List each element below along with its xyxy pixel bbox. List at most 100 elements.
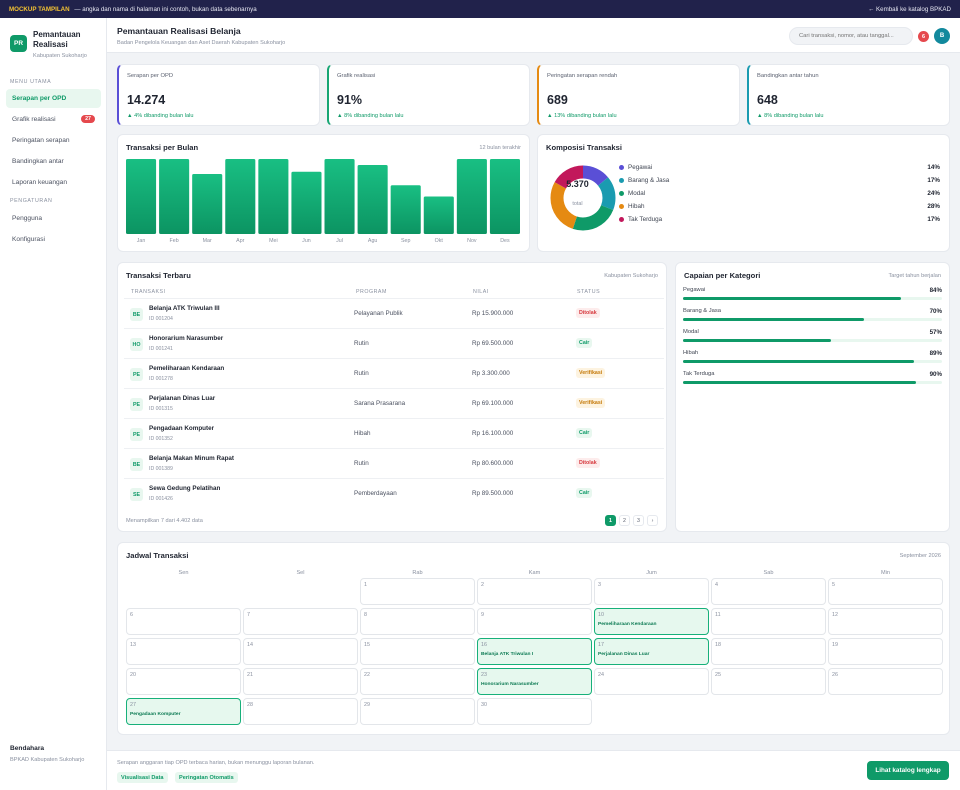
progress-fill: [683, 381, 917, 384]
brand-logo: PR: [10, 35, 27, 52]
calendar-day[interactable]: 29: [360, 698, 475, 725]
kpi-card-bandingkan[interactable]: Bandingkan antar tahun 648 ▲ 8% dibandin…: [747, 64, 950, 126]
page-button-2[interactable]: 2: [619, 515, 630, 526]
calendar-day[interactable]: 4: [711, 578, 826, 605]
page-button-1[interactable]: 1: [605, 515, 616, 526]
weekday-header: Jum: [646, 570, 657, 576]
calendar-day[interactable]: 30: [477, 698, 592, 725]
monthly-chart-title: Transaksi per Bulan: [126, 143, 199, 152]
legend-pct: 24%: [927, 189, 940, 197]
sidebar-item-laporan[interactable]: Laporan keuangan: [6, 173, 101, 192]
kpi-value: 91%: [337, 93, 363, 107]
transaction-initials: SE: [130, 488, 143, 501]
legend-item: Barang & Jasa 17%: [619, 175, 940, 185]
calendar-day[interactable]: 3: [594, 578, 709, 605]
calendar-day[interactable]: 6: [126, 608, 241, 635]
feature-chip: Visualisasi Data: [117, 772, 168, 783]
notification-badge[interactable]: 6: [918, 31, 929, 42]
search-input[interactable]: [789, 27, 913, 45]
calendar-day[interactable]: 1: [360, 578, 475, 605]
sidebar-item-serapan[interactable]: Serapan per OPD: [6, 89, 101, 108]
sidebar-item-bandingkan[interactable]: Bandingkan antar: [6, 152, 101, 171]
calendar-day[interactable]: 15: [360, 638, 475, 665]
sidebar-item-pengguna[interactable]: Pengguna: [6, 209, 101, 228]
calendar-day[interactable]: 16 Belanja ATK Triwulan I: [477, 638, 592, 665]
column-header-transaksi: TRANSAKSI: [131, 289, 166, 295]
bar-jan: [126, 159, 157, 234]
calendar-event[interactable]: Perjalanan Dinas Luar: [598, 652, 650, 657]
calendar-day[interactable]: 28: [243, 698, 358, 725]
avatar[interactable]: B: [934, 28, 950, 44]
table-row[interactable]: BE Belanja Makan Minum Rapat ID 001389 R…: [124, 448, 664, 478]
page-next-button[interactable]: ›: [647, 515, 658, 526]
bar-des: [489, 159, 520, 234]
x-tick-label: Nov: [467, 238, 477, 244]
nav-section-settings: PENGATURAN: [10, 198, 53, 204]
progress-label: Tak Terduga: [683, 371, 715, 377]
transactions-hint: Kabupaten Sukoharjo: [604, 273, 658, 279]
kpi-delta: ▲ 4% dibanding bulan lalu: [127, 113, 194, 119]
table-row[interactable]: PE Pemeliharaan Kendaraan ID 001278 Ruti…: [124, 358, 664, 388]
table-row[interactable]: HO Honorarium Narasumber ID 001241 Rutin…: [124, 328, 664, 358]
calendar-day[interactable]: 18: [711, 638, 826, 665]
calendar-day[interactable]: 8: [360, 608, 475, 635]
monthly-chart-card: Transaksi per Bulan 12 bulan terakhir Ja…: [117, 134, 530, 252]
achievement-hint: Target tahun berjalan: [888, 273, 941, 279]
sidebar-item-konfigurasi[interactable]: Konfigurasi: [6, 230, 101, 249]
calendar-day[interactable]: 13: [126, 638, 241, 665]
calendar-day[interactable]: 27 Pengadaan Komputer: [126, 698, 241, 725]
view-catalog-button[interactable]: Lihat katalog lengkap: [867, 761, 949, 780]
calendar-day[interactable]: 7: [243, 608, 358, 635]
calendar-day[interactable]: 5: [828, 578, 943, 605]
calendar-day[interactable]: 24: [594, 668, 709, 695]
progress-label: Modal: [683, 329, 699, 335]
page-button-3[interactable]: 3: [633, 515, 644, 526]
calendar-day[interactable]: 10 Pemeliharaan Kendaraan: [594, 608, 709, 635]
status-badge: Verifikasi: [576, 368, 606, 378]
table-row[interactable]: PE Perjalanan Dinas Luar ID 001315 Saran…: [124, 388, 664, 418]
calendar-day[interactable]: 23 Honorarium Narasumber: [477, 668, 592, 695]
status-badge: Cair: [576, 428, 593, 438]
kpi-card-peringatan[interactable]: Peringatan serapan rendah 689 ▲ 13% diba…: [537, 64, 740, 126]
x-tick-label: Mei: [269, 238, 278, 244]
calendar-day[interactable]: 26: [828, 668, 943, 695]
calendar-day[interactable]: 25: [711, 668, 826, 695]
back-to-catalog-link[interactable]: ← Kembali ke katalog BPKAD: [868, 5, 951, 13]
calendar-day[interactable]: 14: [243, 638, 358, 665]
calendar-day[interactable]: 22: [360, 668, 475, 695]
calendar-event[interactable]: Belanja ATK Triwulan I: [481, 652, 534, 657]
sidebar-item-peringatan[interactable]: Peringatan serapan: [6, 131, 101, 150]
bar-mei: [258, 159, 289, 234]
calendar-day[interactable]: 2: [477, 578, 592, 605]
progress-fill: [683, 339, 831, 342]
calendar-day[interactable]: 20: [126, 668, 241, 695]
calendar-event[interactable]: Pemeliharaan Kendaraan: [598, 622, 657, 627]
calendar-day[interactable]: 11: [711, 608, 826, 635]
table-row[interactable]: BE Belanja ATK Triwulan III ID 001204 Pe…: [124, 298, 664, 328]
progress-percent: 90%: [929, 371, 942, 378]
kpi-label: Serapan per OPD: [127, 73, 174, 79]
kpi-card-serapan[interactable]: Serapan per OPD 14.274 ▲ 4% dibanding bu…: [117, 64, 320, 126]
calendar-day-number: 21: [247, 672, 253, 678]
transaction-id: ID 001426: [149, 496, 173, 502]
sidebar-item-label: Peringatan serapan: [12, 137, 70, 144]
calendar-event[interactable]: Honorarium Narasumber: [481, 682, 539, 687]
table-row[interactable]: SE Sewa Gedung Pelatihan ID 001426 Pembe…: [124, 478, 664, 508]
calendar-day[interactable]: 17 Perjalanan Dinas Luar: [594, 638, 709, 665]
calendar-event[interactable]: Pengadaan Komputer: [130, 712, 181, 717]
calendar-day-number: 23: [481, 672, 487, 678]
progress-track: [683, 381, 942, 384]
sidebar-item-grafik[interactable]: Grafik realisasi 27: [6, 110, 101, 129]
calendar-day-number: 19: [832, 642, 838, 648]
calendar-day[interactable]: 19: [828, 638, 943, 665]
transaction-name: Honorarium Narasumber: [149, 335, 224, 342]
calendar-day[interactable]: 9: [477, 608, 592, 635]
progress-label: Pegawai: [683, 287, 706, 293]
kpi-value: 14.274: [127, 93, 166, 107]
calendar-day[interactable]: 21: [243, 668, 358, 695]
transaction-program: Sarana Prasarana: [354, 400, 406, 407]
kpi-card-grafik[interactable]: Grafik realisasi 91% ▲ 8% dibanding bula…: [327, 64, 530, 126]
calendar-day-number: 24: [598, 672, 604, 678]
calendar-day[interactable]: 12: [828, 608, 943, 635]
table-row[interactable]: PE Pengadaan Komputer ID 001352 Hibah Rp…: [124, 418, 664, 448]
